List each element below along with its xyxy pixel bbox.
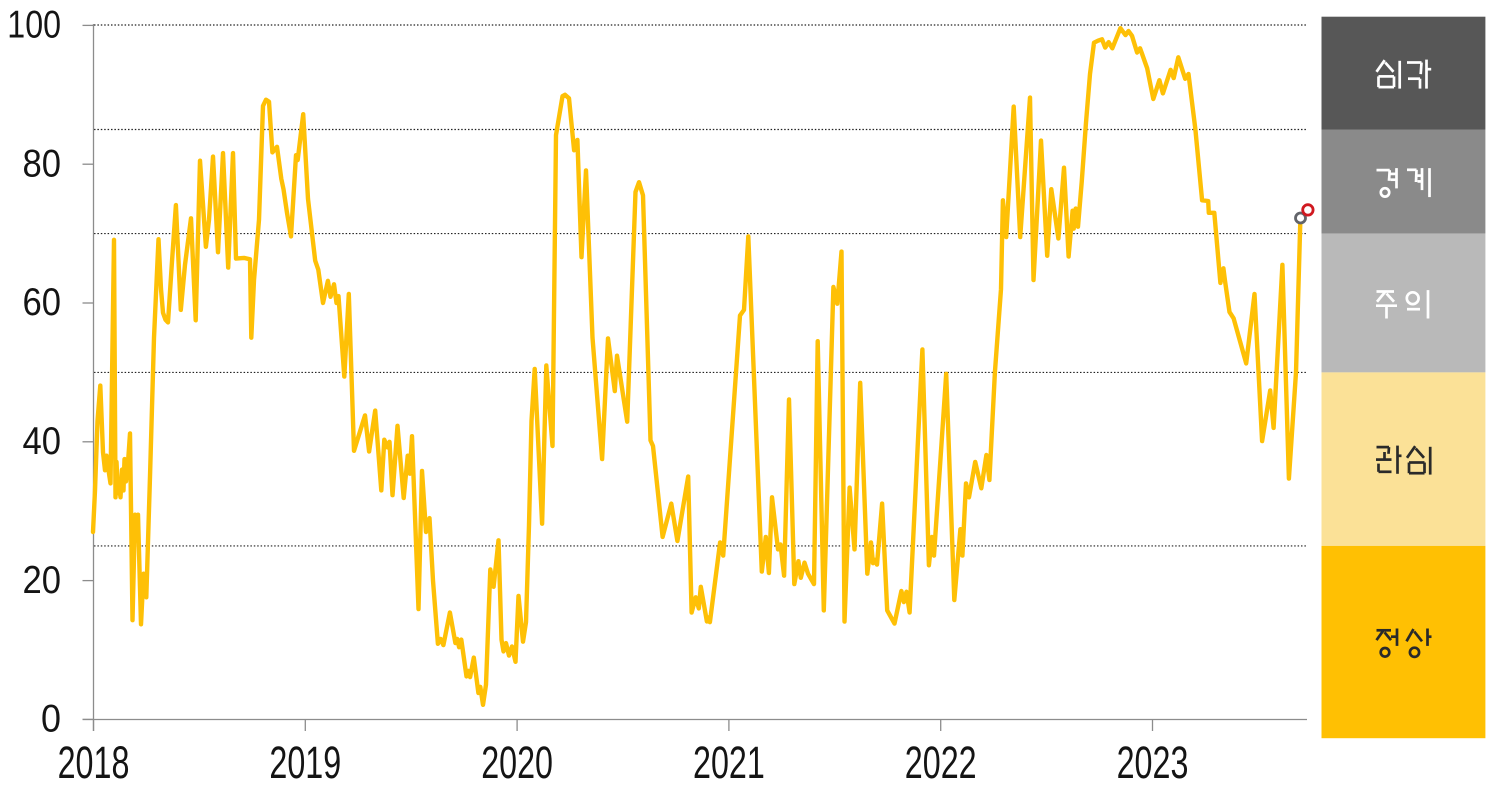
svg-text:2020: 2020 [481, 737, 553, 787]
svg-text:2018: 2018 [58, 737, 130, 787]
svg-text:60: 60 [23, 281, 62, 324]
svg-text:2021: 2021 [693, 737, 765, 787]
svg-text:2019: 2019 [269, 737, 341, 787]
svg-text:40: 40 [23, 420, 62, 463]
svg-text:80: 80 [23, 142, 62, 185]
svg-text:0: 0 [41, 698, 61, 741]
svg-text:20: 20 [23, 559, 62, 602]
svg-text:2022: 2022 [905, 737, 977, 787]
svg-text:100: 100 [7, 4, 61, 47]
svg-text:2023: 2023 [1117, 737, 1189, 787]
